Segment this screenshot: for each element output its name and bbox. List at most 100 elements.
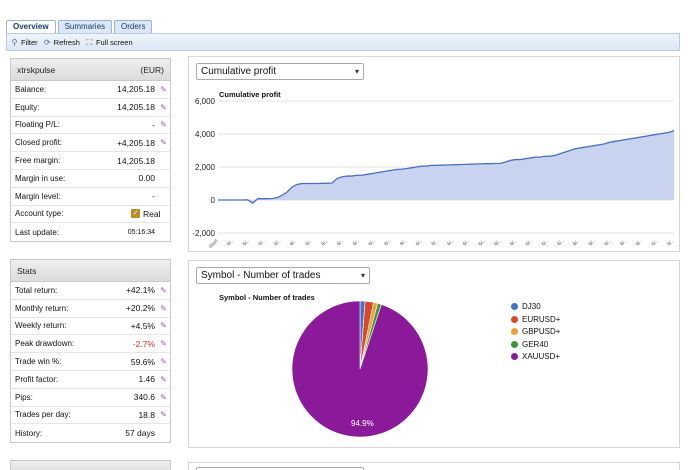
y-tick-label: 0 <box>211 196 216 205</box>
y-tick-label: 6,000 <box>195 97 216 106</box>
pie-data-label: 94.9% <box>351 419 374 428</box>
stat-row: Free margin: 14,205.18 <box>11 152 170 170</box>
next-panel <box>10 460 171 470</box>
legend-item[interactable]: XAUUSD+ <box>511 352 560 361</box>
edit-icon[interactable]: ✎ <box>160 374 167 384</box>
row-label: Trades per day: <box>15 410 71 420</box>
fullscreen-icon: ⛶ <box>86 37 93 47</box>
cumulative-chart-box: Cumulative profit ▾ Cumulative profit 6,… <box>188 56 680 252</box>
checkbox-icon: ✓ <box>131 209 140 219</box>
row-value: -2.7% <box>132 338 155 349</box>
stats-title: Stats <box>17 265 37 276</box>
edit-icon[interactable]: ✎ <box>160 392 167 402</box>
x-tick-label: 6/.. <box>273 238 282 247</box>
row-label: Equity: <box>15 102 40 112</box>
x-tick-label: 6/.. <box>289 238 298 247</box>
legend-label: GBPUSD+ <box>522 327 561 336</box>
row-value: 14,205.18 <box>117 102 155 113</box>
stat-row: Profit factor: 1.46 ✎ <box>11 371 170 389</box>
next-panel-header <box>11 461 170 470</box>
account-header: xtrskpulse (EUR) <box>11 59 170 81</box>
edit-icon[interactable]: ✎ <box>160 410 167 420</box>
row-value: +42.1% <box>125 285 155 296</box>
x-tick-label: 6/.. <box>257 238 266 247</box>
edit-icon[interactable]: ✎ <box>160 285 167 295</box>
stat-row: Closed profit: +4,205.18 ✎ <box>11 134 170 153</box>
filter-icon: ⚲ <box>11 37 18 47</box>
cumulative-select[interactable]: Cumulative profit ▾ <box>196 63 364 80</box>
x-tick-label: 6/.. <box>540 238 549 247</box>
row-label: Total return: <box>15 285 58 295</box>
refresh-button[interactable]: ⟳ Refresh <box>43 38 80 47</box>
symbol-select-label: Symbol - Number of trades <box>201 270 321 281</box>
stat-row: Balance: 14,205.18 ✎ <box>11 81 170 99</box>
row-value: 14,205.18 <box>117 84 155 95</box>
row-value: 59.6% <box>130 356 155 367</box>
stat-row: Account type: ✓ Real <box>11 206 170 224</box>
row-label: Last update: <box>15 227 60 237</box>
stat-row: Monthly return: +20.2% ✎ <box>11 300 170 318</box>
profit-line <box>218 130 675 205</box>
stat-row: Weekly return: +4.5% ✎ <box>11 318 170 336</box>
chevron-down-icon: ▾ <box>354 67 359 76</box>
legend-dot-icon <box>511 303 518 310</box>
x-tick-label: Start <box>208 238 220 250</box>
legend-item[interactable]: DJ30 <box>511 302 541 311</box>
x-tick-label: 6/.. <box>666 238 675 247</box>
stat-row: Total return: +42.1% ✎ <box>11 282 170 300</box>
tab-bar: Overview Summaries Orders <box>6 20 154 34</box>
edit-icon[interactable]: ✎ <box>160 339 167 349</box>
row-value: Real <box>143 208 161 219</box>
x-tick-label: 6/.. <box>651 238 660 247</box>
row-label: Monthly return: <box>15 303 69 313</box>
legend-item[interactable]: EURUSD+ <box>511 315 560 324</box>
edit-icon[interactable]: ✎ <box>160 138 167 148</box>
filter-button[interactable]: ⚲ Filter <box>10 38 38 47</box>
fullscreen-button[interactable]: ⛶ Full screen <box>85 38 133 47</box>
legend-item[interactable]: GBPUSD+ <box>511 327 560 336</box>
legend-label: GER40 <box>522 339 549 349</box>
x-tick-label: 6/.. <box>462 238 471 247</box>
x-tick-label: 6/.. <box>619 238 628 247</box>
symbol-chart-title: Symbol - Number of trades <box>219 293 315 302</box>
legend-dot-icon <box>511 315 518 323</box>
row-label: Margin in use: <box>15 173 66 183</box>
edit-icon[interactable]: ✎ <box>160 321 167 331</box>
tab-overview[interactable]: Overview <box>6 20 56 34</box>
cumulative-select-label: Cumulative profit <box>201 66 277 77</box>
edit-icon[interactable]: ✎ <box>160 303 167 313</box>
refresh-icon: ⟳ <box>43 37 51 47</box>
edit-icon[interactable]: ✎ <box>160 102 167 112</box>
row-value: +4,205.18 <box>116 137 155 148</box>
edit-icon[interactable]: ✎ <box>160 357 167 367</box>
tab-orders[interactable]: Orders <box>114 20 153 33</box>
stat-row: Trades per day: 18.8 ✎ <box>11 407 170 425</box>
x-tick-label: 6/.. <box>383 238 392 247</box>
symbol-select[interactable]: Symbol - Number of trades ▾ <box>196 267 370 284</box>
x-tick-label: 6/.. <box>588 238 597 247</box>
toolbar: ⚲ Filter ⟳ Refresh ⛶ Full screen <box>6 33 680 51</box>
account-currency: (EUR) <box>140 64 164 75</box>
edit-icon[interactable]: ✎ <box>160 84 167 94</box>
edit-icon[interactable]: ✎ <box>160 120 167 130</box>
chevron-down-icon: ▾ <box>360 271 365 280</box>
row-value: 05:16:34 <box>127 228 155 236</box>
x-tick-label: 6/.. <box>336 238 345 247</box>
next-chart-select[interactable] <box>196 467 364 470</box>
area-fill <box>218 130 674 204</box>
account-panel: xtrskpulse (EUR) Balance: 14,205.18 ✎ Equit… <box>10 58 171 243</box>
tab-summaries[interactable]: Summaries <box>57 20 113 33</box>
x-tick-label: 6/.. <box>556 238 565 247</box>
stat-row: Pips: 340.6 ✎ <box>11 389 170 407</box>
x-tick-label: 6/.. <box>320 238 329 247</box>
legend-item[interactable]: GER40 <box>511 340 548 349</box>
row-label: Trade win %: <box>15 357 62 367</box>
stat-row: Floating P/L: - ✎ <box>11 117 170 135</box>
x-tick-label: 6/.. <box>478 238 487 247</box>
legend-label: EURUSD+ <box>522 314 561 324</box>
x-tick-label: 6/.. <box>226 238 235 247</box>
y-tick-label: -2,000 <box>192 229 215 238</box>
row-value: +20.2% <box>125 303 155 314</box>
y-tick-label: 4,000 <box>195 130 216 139</box>
